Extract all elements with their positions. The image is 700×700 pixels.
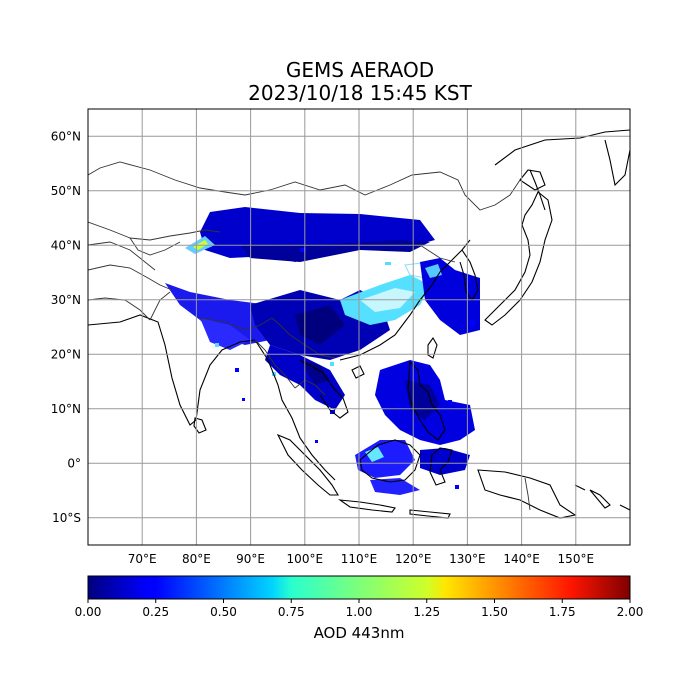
latitude-labels: 60°N 50°N 40°N 30°N 20°N 10°N 0° 10°S xyxy=(51,129,81,525)
colorbar-tick-label: 1.00 xyxy=(345,605,373,619)
longitude-labels: 70°E 80°E 90°E 100°E 110°E 120°E 130°E 140°E 150… xyxy=(128,552,594,566)
colorbar-tick-label: 1.50 xyxy=(481,605,508,619)
longitude-label: 70°E xyxy=(128,552,157,566)
map-timestamp: 2023/10/18 15:45 KST xyxy=(248,81,472,105)
longitude-label: 100°E xyxy=(287,552,324,566)
colorbar-ticks xyxy=(87,599,631,603)
latitude-label: 50°N xyxy=(51,184,81,198)
colorbar-tick-label: 1.75 xyxy=(548,605,576,619)
latitude-label: 30°N xyxy=(51,293,81,307)
latitude-label: 10°N xyxy=(51,402,81,416)
longitude-label: 120°E xyxy=(395,552,432,566)
map-border xyxy=(87,108,631,546)
longitude-label: 140°E xyxy=(503,552,540,566)
gridlines xyxy=(88,109,630,545)
longitude-label: 90°E xyxy=(236,552,265,566)
colorbar-tick-label: 0.25 xyxy=(142,605,170,619)
latitude-label: 20°N xyxy=(51,347,81,361)
country-borders xyxy=(88,161,531,511)
colorbar xyxy=(87,575,631,600)
colorbar-tick-label: 0.00 xyxy=(74,605,102,619)
colorbar-tick-label: 0.75 xyxy=(277,605,305,619)
colorbar-tick-label: 2.00 xyxy=(616,605,644,619)
map-title: GEMS AERAOD xyxy=(285,58,435,82)
latitude-label: 60°N xyxy=(51,129,81,143)
colorbar-tick-label: 1.25 xyxy=(413,605,441,619)
colorbar-tick-label: 0.50 xyxy=(210,605,237,619)
longitude-label: 150°E xyxy=(558,552,595,566)
longitude-label: 110°E xyxy=(341,552,378,566)
longitude-label: 80°E xyxy=(182,552,211,566)
latitude-label: 40°N xyxy=(51,238,81,252)
latitude-label: 10°S xyxy=(52,511,81,525)
longitude-label: 130°E xyxy=(449,552,486,566)
latitude-label: 0° xyxy=(67,456,81,470)
colorbar-title: AOD 443nm xyxy=(313,624,405,642)
